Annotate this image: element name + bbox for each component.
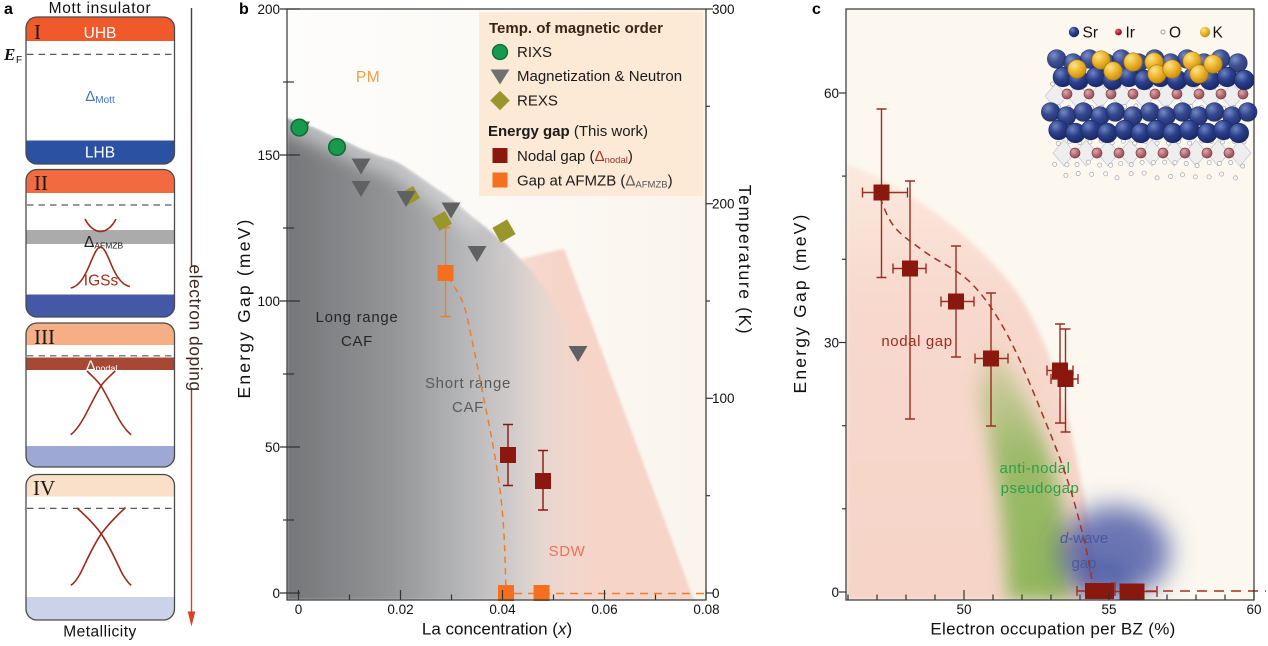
- svg-text:30: 30: [824, 335, 839, 350]
- svg-text:0: 0: [272, 586, 280, 601]
- svg-text:electron doping: electron doping: [186, 264, 206, 391]
- svg-text:0.06: 0.06: [591, 602, 617, 617]
- svg-text:0.04: 0.04: [489, 602, 516, 617]
- svg-text:100: 100: [712, 391, 735, 406]
- svg-text:IGSs: IGSs: [84, 273, 119, 290]
- svg-text:200: 200: [257, 2, 280, 17]
- svg-text:55: 55: [1101, 602, 1116, 617]
- svg-text:II: II: [34, 171, 48, 195]
- svg-text:anti-nodal: anti-nodal: [1000, 460, 1071, 477]
- svg-text:0: 0: [295, 602, 303, 617]
- svg-text:O: O: [1169, 25, 1181, 42]
- svg-text:La concentration (x): La concentration (x): [422, 620, 572, 639]
- svg-text:50: 50: [265, 440, 280, 455]
- svg-text:F: F: [16, 55, 22, 66]
- svg-text:nodal gap: nodal gap: [881, 333, 952, 350]
- svg-text:SDW: SDW: [549, 543, 586, 560]
- svg-text:60: 60: [1246, 602, 1261, 617]
- svg-text:0: 0: [831, 585, 839, 600]
- svg-text:Metallicity: Metallicity: [63, 624, 137, 641]
- svg-text:Nodal gap (Δnodal): Nodal gap (Δnodal): [517, 148, 633, 166]
- svg-text:RIXS: RIXS: [517, 44, 552, 61]
- svg-text:c: c: [812, 1, 821, 18]
- svg-text:pseudogap: pseudogap: [1001, 480, 1080, 497]
- svg-text:Ir: Ir: [1126, 25, 1135, 42]
- svg-text:150: 150: [257, 148, 280, 163]
- svg-text:REXS: REXS: [517, 93, 558, 110]
- svg-text:Magnetization & Neutron: Magnetization & Neutron: [517, 68, 682, 85]
- svg-text:100: 100: [257, 294, 280, 309]
- svg-text:LHB: LHB: [85, 145, 115, 162]
- svg-text:Energy Gap (meV): Energy Gap (meV): [790, 212, 810, 393]
- svg-text:Energy gap (This work): Energy gap (This work): [488, 123, 648, 140]
- svg-text:Temp. of magnetic order: Temp. of magnetic order: [489, 20, 663, 37]
- svg-text:Electron occupation per BZ (%): Electron occupation per BZ (%): [930, 620, 1175, 639]
- svg-text:0: 0: [712, 586, 720, 601]
- svg-text:60: 60: [824, 86, 839, 101]
- svg-text:0.02: 0.02: [387, 602, 413, 617]
- svg-text:Gap at AFMZB (ΔAFMZB): Gap at AFMZB (ΔAFMZB): [517, 173, 673, 191]
- svg-text:CAF: CAF: [341, 333, 373, 350]
- svg-text:III: III: [34, 325, 55, 349]
- svg-text:gap: gap: [1071, 555, 1096, 572]
- svg-text:E: E: [3, 45, 15, 64]
- svg-text:0.08: 0.08: [693, 602, 719, 617]
- svg-text:PM: PM: [356, 69, 380, 86]
- svg-text:K: K: [1213, 25, 1224, 42]
- svg-text:I: I: [34, 20, 41, 44]
- svg-text:Temperature (K): Temperature (K): [735, 185, 755, 335]
- svg-text:300: 300: [712, 2, 735, 17]
- svg-text:50: 50: [956, 602, 971, 617]
- svg-text:200: 200: [712, 197, 735, 212]
- svg-text:b: b: [239, 1, 249, 18]
- svg-text:Energy Gap (meV): Energy Gap (meV): [234, 217, 254, 398]
- svg-text:IV: IV: [33, 476, 55, 500]
- svg-text:Mott insulator: Mott insulator: [49, 0, 152, 17]
- svg-text:a: a: [4, 1, 13, 18]
- svg-text:UHB: UHB: [84, 25, 117, 42]
- svg-text:Sr: Sr: [1083, 25, 1099, 42]
- svg-text:CAF: CAF: [452, 399, 484, 416]
- svg-text:Long range: Long range: [316, 309, 399, 326]
- svg-text:Short range: Short range: [425, 375, 511, 392]
